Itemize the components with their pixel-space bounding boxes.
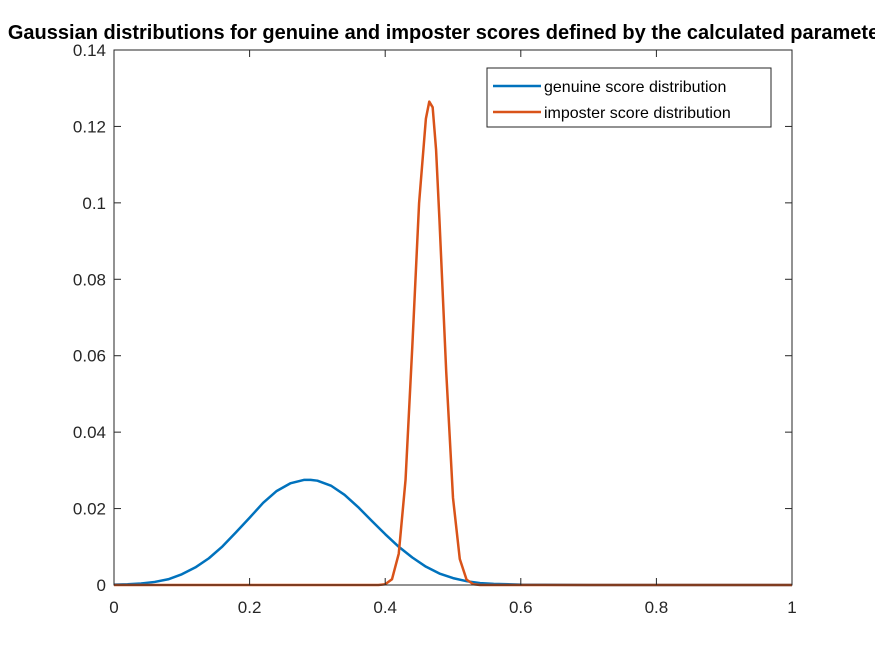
y-tick-label: 0.02	[73, 500, 106, 519]
y-tick-label: 0.14	[73, 41, 106, 60]
legend-label-imposter: imposter score distribution	[544, 105, 731, 122]
y-tick-label: 0.12	[73, 117, 106, 136]
legend: genuine score distribution imposter scor…	[486, 67, 772, 128]
x-tick-label: 0.6	[509, 598, 533, 617]
y-tick-label: 0.04	[73, 423, 106, 442]
series-line-genuine	[113, 478, 792, 587]
y-tick-label: 0.08	[73, 270, 106, 289]
y-axis: 0 0.02 0.04 0.06 0.08 0.1 0.12 0.14	[73, 41, 792, 595]
x-tick-label: 0.8	[645, 598, 669, 617]
legend-box	[486, 67, 772, 128]
chart-title: Gaussian distributions for genuine and i…	[8, 22, 875, 44]
y-tick-label: 0.1	[82, 194, 106, 213]
x-tick-label: 0.2	[238, 598, 262, 617]
axes-box	[113, 49, 793, 586]
x-axis: 0 0.2 0.4 0.6 0.8 1	[109, 50, 797, 617]
y-tick-label: 0.06	[73, 347, 106, 366]
x-tick-label: 0	[109, 598, 118, 617]
legend-label-genuine: genuine score distribution	[544, 79, 726, 96]
x-tick-label: 1	[787, 598, 796, 617]
x-tick-label: 0.4	[373, 598, 397, 617]
y-tick-label: 0	[97, 576, 106, 595]
